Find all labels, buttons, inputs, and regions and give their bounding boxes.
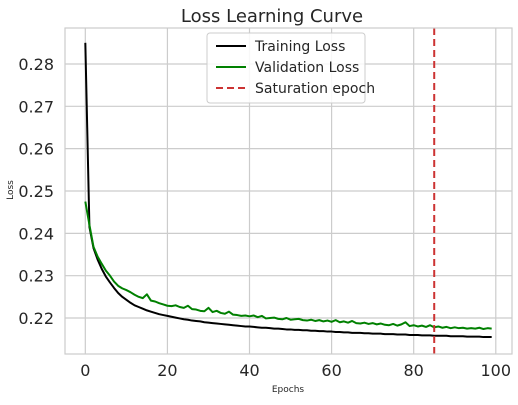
validation-loss-line bbox=[84, 201, 492, 331]
legend-box bbox=[206, 32, 366, 104]
x-axis-label: Epochs bbox=[272, 385, 305, 395]
legend: Training Loss Validation Loss Saturation… bbox=[206, 32, 375, 104]
x-tick-label: 20 bbox=[157, 361, 177, 380]
tick-labels: 0 20 40 60 80 100 0.22 0.23 0.24 0.25 0.26 0.27 0.28 bbox=[18, 55, 511, 380]
series-lines bbox=[84, 28, 492, 354]
y-axis-label: Loss bbox=[6, 180, 16, 200]
chart-title: Loss Learning Curve bbox=[181, 6, 363, 27]
legend-label-training-loss: Training Loss bbox=[254, 39, 345, 55]
y-tick-label: 0.23 bbox=[18, 267, 54, 286]
y-tick-label: 0.27 bbox=[18, 97, 54, 116]
x-tick-label: 40 bbox=[239, 361, 259, 380]
legend-label-saturation-epoch: Saturation epoch bbox=[255, 81, 375, 97]
y-tick-label: 0.26 bbox=[18, 140, 54, 159]
x-tick-label: 60 bbox=[321, 361, 341, 380]
x-tick-label: 100 bbox=[481, 361, 512, 380]
plot-frame bbox=[64, 27, 513, 355]
x-tick-label: 80 bbox=[404, 361, 424, 380]
legend-label-validation-loss: Validation Loss bbox=[255, 60, 359, 76]
training-loss-line bbox=[84, 42, 492, 339]
y-tick-label: 0.25 bbox=[18, 182, 54, 201]
x-tick-label: 0 bbox=[80, 361, 90, 380]
y-tick-label: 0.28 bbox=[18, 55, 54, 74]
y-tick-label: 0.24 bbox=[18, 224, 54, 243]
y-tick-label: 0.22 bbox=[18, 309, 54, 328]
